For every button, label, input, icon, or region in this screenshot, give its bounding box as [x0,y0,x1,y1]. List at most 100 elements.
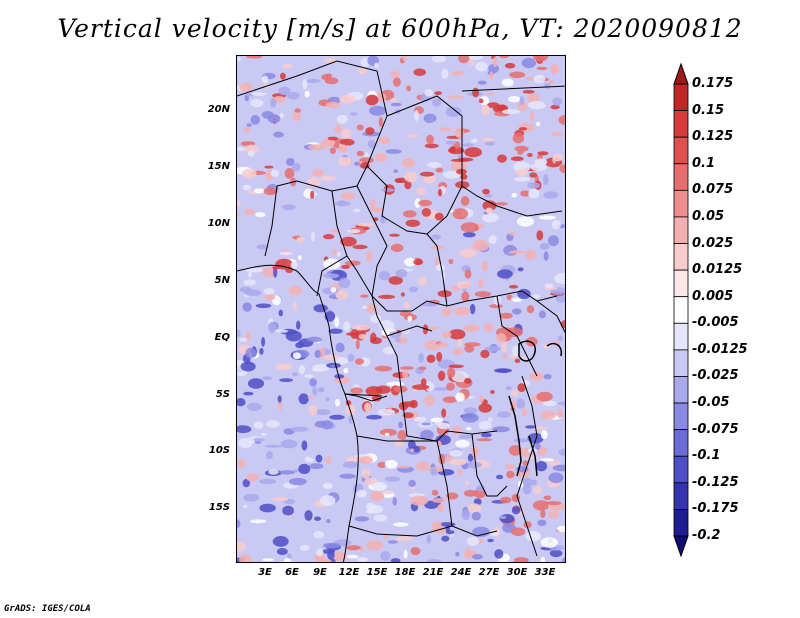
field-cell [533,56,549,62]
field-cell [239,286,252,293]
field-cell [323,234,335,240]
field-cell [432,498,446,503]
field-cell [323,542,341,549]
field-cell [514,358,521,363]
field-cell [243,504,248,509]
field-cell [517,288,531,300]
field-cell [558,115,565,125]
field-cell [418,199,432,207]
field-cell [543,373,552,380]
field-cell [286,158,295,166]
field-cell [404,171,418,183]
field-cell [325,101,341,109]
field-cell [388,276,403,285]
field-cell [496,369,509,373]
field-cell [501,341,508,353]
field-cell [259,347,264,355]
field-cell [369,105,387,116]
field-cell [461,143,475,147]
field-cell [549,549,563,558]
field-cell [265,420,280,428]
field-cell [397,430,407,441]
field-cell [402,56,407,62]
field-cell [239,554,252,562]
country-borders [237,60,565,562]
field-cell [349,112,358,116]
field-cell [552,153,563,162]
field-cell [540,429,548,440]
field-cell [365,94,379,106]
field-cell [273,266,278,278]
field-cell [526,305,535,314]
field-cell [537,519,547,526]
colorbar-cell [673,269,689,298]
lat-label: 15N [207,161,230,172]
field-cell [304,510,313,521]
field-cell [463,324,480,333]
field-cell [361,468,371,479]
field-cell [437,370,446,381]
field-cell [287,553,292,559]
field-cell [237,56,241,62]
field-cell [307,336,322,343]
field-cell [556,408,564,419]
field-cell [558,448,565,457]
field-cell [494,202,508,206]
field-cell [410,547,421,556]
field-cell [414,110,419,122]
field-cell [288,285,303,295]
colorbar-tick-label: 0.125 [692,129,734,145]
field-cell [377,461,387,468]
field-cell [419,171,435,177]
field-cell [239,82,253,92]
field-cell [323,258,341,270]
chart-title: Vertical velocity [m/s] at 600hPa, VT: 2… [57,14,743,43]
field-cell [548,511,560,519]
field-cell [387,540,398,544]
field-cell [455,551,460,557]
field-cell [403,210,417,218]
field-cell [330,364,335,368]
field-cell [246,473,259,482]
field-cell [548,460,561,466]
field-cell [330,229,339,233]
field-cell [384,459,398,469]
field-cell [494,549,504,559]
field-cell [460,173,468,180]
field-cell [370,207,385,213]
field-cell [294,108,301,113]
field-cell [371,481,388,492]
field-cell [365,251,373,262]
field-cell [522,90,535,94]
field-cell [465,481,470,485]
field-cell [327,136,339,141]
field-cell [527,182,540,189]
field-cell [418,366,427,371]
field-cell [413,259,424,266]
colorbar-cell [673,376,689,404]
field-cell [310,190,315,199]
field-cell [336,114,348,124]
field-cell [499,312,513,319]
field-cell [264,294,276,301]
field-cell [457,338,463,347]
field-cell [393,169,398,174]
field-cell [301,440,308,451]
field-cell [449,146,456,154]
field-cell [281,204,296,211]
field-cell [418,352,424,363]
field-cell [460,196,470,206]
lon-label: 33E [534,567,556,578]
field-cell [298,393,309,405]
field-cell [339,473,356,479]
field-cell [350,387,363,394]
field-cell [478,98,484,104]
field-cell [333,551,347,562]
field-cell [546,501,562,506]
field-cell [505,386,512,391]
lon-label: 21E [422,567,444,578]
field-cell [325,73,333,78]
field-cell [334,124,342,134]
field-cell [536,121,541,127]
field-cell [446,492,459,500]
